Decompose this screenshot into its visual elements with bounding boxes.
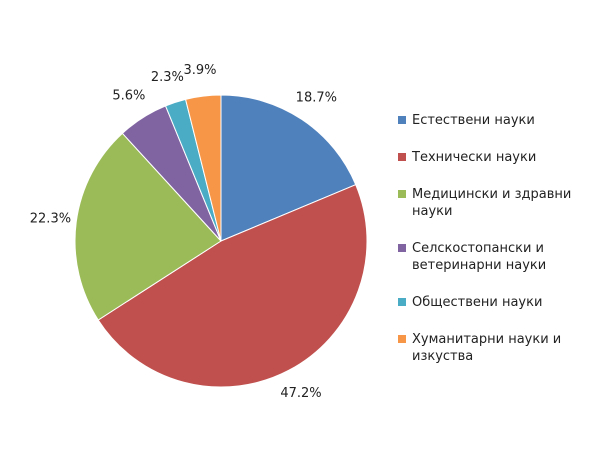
legend-item: Селскостопански и ветеринарни науки — [398, 240, 588, 274]
data-label: 3.9% — [183, 63, 216, 78]
data-label: 2.3% — [151, 70, 184, 85]
legend-swatch — [398, 244, 406, 252]
legend-swatch — [398, 190, 406, 198]
pie-slice — [220, 94, 357, 242]
legend-item: Естествени науки — [398, 112, 588, 129]
legend-swatch — [398, 153, 406, 161]
data-label: 18.7% — [296, 90, 337, 105]
data-label: 22.3% — [30, 211, 71, 226]
legend-label: Технически науки — [412, 150, 537, 165]
legend-item: Хуманитарни науки и изкуства — [398, 331, 588, 365]
legend-label: Естествени науки — [412, 113, 535, 128]
legend-label: Обществени науки — [412, 295, 543, 310]
pie-slice — [97, 184, 368, 388]
pie-slice — [184, 94, 222, 242]
legend-swatch — [398, 298, 406, 306]
legend-label: Селскостопански и ветеринарни науки — [412, 241, 547, 273]
legend-swatch — [398, 335, 406, 343]
data-label: 5.6% — [112, 88, 145, 103]
legend-item: Медицински и здравни науки — [398, 186, 588, 220]
legend: Естествени науки Технически науки Медицинс… — [398, 112, 588, 385]
pie-slice — [74, 132, 222, 321]
legend-item: Обществени науки — [398, 294, 588, 311]
legend-item: Технически науки — [398, 149, 588, 166]
legend-label: Хуманитарни науки и изкуства — [412, 332, 562, 364]
legend-swatch — [398, 116, 406, 124]
legend-label: Медицински и здравни науки — [412, 187, 572, 219]
data-label: 47.2% — [280, 386, 321, 401]
